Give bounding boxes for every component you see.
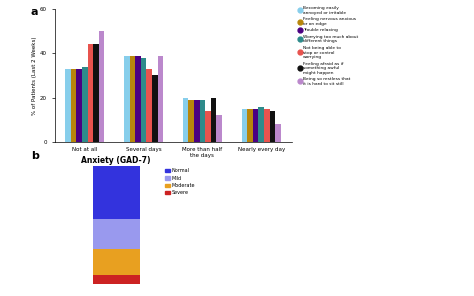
Bar [92, 249, 140, 275]
Legend: Becoming easily
annoyed or irritable, Feeling nervous anxious
or on edge, Troubl: Becoming easily annoyed or irritable, Fe… [299, 6, 358, 86]
Bar [270, 111, 275, 142]
Bar [135, 56, 141, 142]
Bar [93, 44, 99, 142]
Bar [92, 219, 140, 249]
Text: Anxiety (GAD-7): Anxiety (GAD-7) [82, 156, 151, 165]
Bar [194, 100, 200, 142]
Bar [264, 109, 270, 142]
Bar [130, 56, 135, 142]
Bar [258, 107, 264, 142]
Bar [200, 100, 205, 142]
Bar [71, 69, 76, 142]
Bar [141, 58, 146, 142]
Bar [65, 69, 71, 142]
Text: a: a [31, 7, 38, 17]
Bar [189, 100, 194, 142]
Bar [99, 31, 104, 142]
Text: b: b [31, 151, 39, 161]
Legend: Normal, Mild, Moderate, Severe: Normal, Mild, Moderate, Severe [165, 168, 195, 195]
Bar [92, 166, 140, 219]
Bar [247, 109, 253, 142]
Bar [183, 98, 189, 142]
Bar [88, 44, 93, 142]
Bar [157, 56, 163, 142]
Bar [124, 56, 130, 142]
Bar [152, 75, 157, 142]
Bar [216, 115, 222, 142]
Bar [82, 67, 88, 142]
Bar [76, 69, 82, 142]
Bar [92, 275, 140, 284]
Bar [205, 111, 211, 142]
Bar [211, 98, 216, 142]
Bar [242, 109, 247, 142]
Y-axis label: % of Patients (Last 2 Weeks): % of Patients (Last 2 Weeks) [32, 36, 37, 115]
Bar [146, 69, 152, 142]
Bar [253, 109, 258, 142]
Bar [275, 124, 281, 142]
